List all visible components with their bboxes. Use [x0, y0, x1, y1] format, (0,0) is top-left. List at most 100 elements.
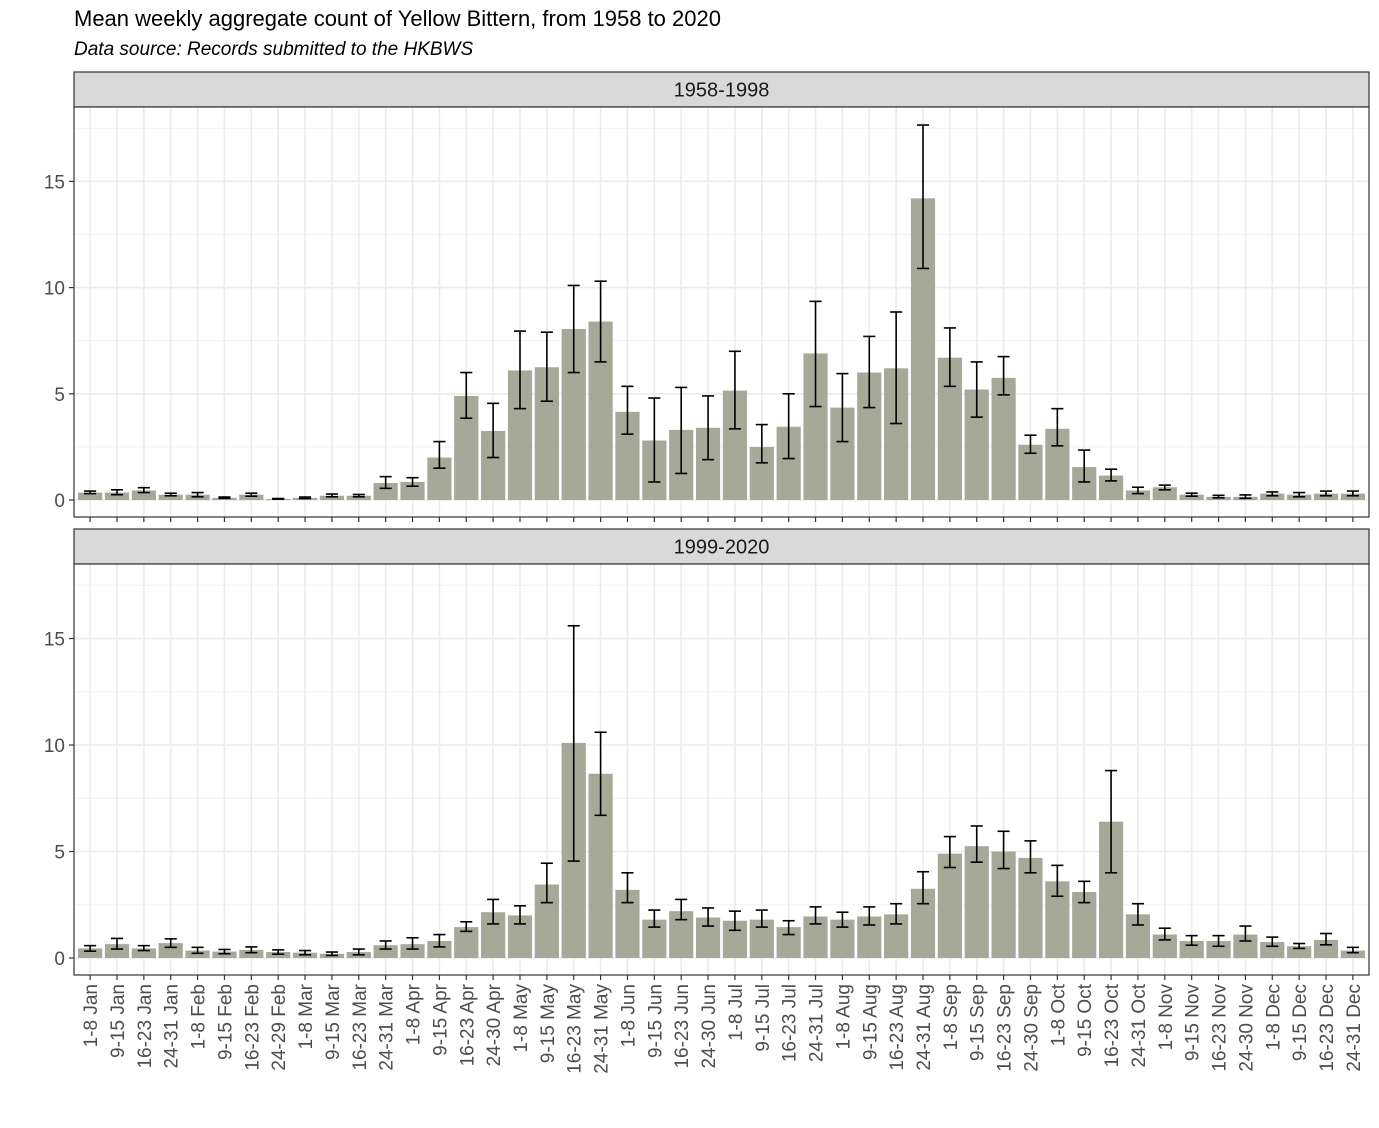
x-tick-label: 9-15 Nov	[1183, 984, 1204, 1062]
error-bar	[379, 475, 392, 490]
error-bar	[836, 911, 849, 928]
error-bar	[728, 350, 741, 430]
error-bar	[621, 872, 634, 904]
error-bar	[137, 486, 150, 494]
error-bar	[648, 397, 661, 483]
error-bar	[299, 496, 312, 500]
x-tick-label: 24-30 Sep	[1021, 984, 1042, 1072]
error-bar	[1239, 494, 1252, 500]
x-tick-label: 24-30 Jun	[699, 984, 720, 1069]
bar	[991, 377, 1016, 500]
x-tick-label: 1-8 Feb	[189, 984, 210, 1049]
x-tick-label: 24-31 Jan	[162, 984, 183, 1069]
x-tick-label: 24-30 Apr	[484, 983, 505, 1066]
x-tick-label: 1-8 Jan	[81, 984, 102, 1047]
x-tick-label: 16-23 Jun	[672, 984, 693, 1069]
error-bar	[540, 862, 553, 904]
x-tick-label: 1-8 Sep	[941, 984, 962, 1051]
error-bar	[675, 386, 688, 475]
error-bar	[191, 491, 204, 498]
error-bar	[567, 624, 580, 862]
x-tick-label: 9-15 Jan	[108, 984, 129, 1058]
bar	[239, 949, 264, 958]
x-tick-label: 24-31 Mar	[377, 983, 398, 1070]
error-bar	[1346, 490, 1359, 497]
error-bar	[379, 940, 392, 950]
bar	[1260, 493, 1285, 500]
x-tick-label: 24-31 May	[592, 984, 613, 1074]
error-bar	[164, 492, 177, 497]
x-tick-label: 24-29 Feb	[269, 984, 290, 1071]
bar	[78, 492, 103, 500]
x-tick-label: 1-8 May	[511, 984, 532, 1053]
bar	[1125, 490, 1151, 500]
panel-1: 1958-1998 0 5 10 15	[44, 71, 1370, 522]
error-bar	[890, 902, 903, 925]
bar	[131, 948, 156, 958]
error-bar	[352, 493, 365, 498]
error-bar	[245, 946, 258, 954]
error-bar	[997, 355, 1010, 396]
bar	[1179, 494, 1204, 500]
error-bar	[702, 907, 715, 927]
bar	[937, 853, 962, 958]
error-bar	[352, 948, 365, 956]
error-bar	[755, 909, 768, 928]
error-bar	[943, 327, 956, 388]
x-tick-label: 16-23 Jul	[780, 984, 801, 1062]
bar	[1313, 493, 1339, 500]
bar	[400, 944, 425, 958]
y-tick-label: 15	[44, 630, 65, 651]
error-bar	[433, 440, 446, 469]
facet-strip-label: 1999-2020	[674, 537, 770, 559]
error-bar	[728, 910, 741, 932]
error-bar	[782, 919, 795, 936]
bar	[266, 952, 291, 958]
error-bar	[1319, 490, 1333, 497]
bar	[78, 948, 103, 958]
x-tick-label: 16-23 Apr	[457, 983, 478, 1066]
error-bar	[406, 936, 419, 950]
x-tick-label: 9-15 Feb	[215, 984, 236, 1060]
error-bar	[943, 835, 956, 869]
x-tick-label: 9-15 May	[538, 984, 559, 1064]
x-tick-label: 16-23 Nov	[1210, 984, 1231, 1072]
error-bar	[433, 933, 446, 948]
error-bar	[164, 938, 177, 949]
error-bar	[1319, 932, 1333, 946]
error-bar	[916, 870, 930, 905]
x-tick-label: 16-23 Jan	[135, 984, 156, 1069]
error-bar	[970, 361, 983, 418]
panel-background	[74, 107, 1369, 517]
bar	[104, 944, 130, 958]
error-bar	[1212, 934, 1225, 948]
bar	[104, 492, 130, 500]
y-tick-label: 15	[44, 172, 65, 193]
bar	[1287, 946, 1312, 958]
x-tick-label: 1-8 Aug	[833, 984, 854, 1050]
error-bar	[916, 124, 930, 270]
error-bar	[1105, 769, 1118, 874]
error-bar	[1131, 902, 1144, 926]
x-tick-label: 16-23 Dec	[1317, 984, 1338, 1072]
error-bar	[755, 423, 768, 464]
error-bar	[809, 906, 822, 925]
bar	[1340, 493, 1365, 500]
y-tick-label: 5	[54, 843, 65, 864]
error-bar	[137, 944, 150, 952]
y-tick-label: 0	[54, 949, 65, 970]
error-bar	[299, 949, 312, 956]
error-bar	[621, 385, 634, 435]
error-bar	[836, 372, 849, 443]
error-bar	[648, 909, 661, 928]
error-bar	[702, 395, 715, 461]
x-tick-label: 16-23 May	[565, 984, 586, 1074]
error-bar	[1239, 925, 1252, 942]
x-tick-label: 24-31 Jul	[807, 984, 828, 1062]
error-bar	[487, 402, 500, 459]
x-tick-label: 1-8 Nov	[1156, 984, 1177, 1051]
error-bar	[191, 946, 204, 955]
error-bar	[1078, 449, 1091, 483]
x-tick-label: 16-23 Sep	[995, 984, 1016, 1072]
